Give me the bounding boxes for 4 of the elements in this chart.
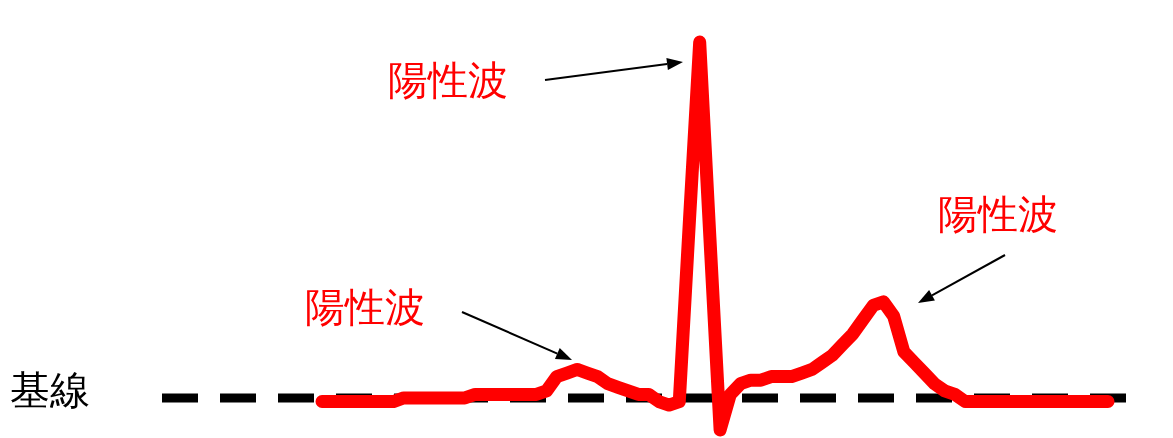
ref-line-label: 基線: [10, 367, 90, 414]
annotation: 陽性波: [305, 283, 425, 331]
annotation: 陽性波: [938, 190, 1058, 238]
annotation: 陽性波: [388, 56, 508, 104]
